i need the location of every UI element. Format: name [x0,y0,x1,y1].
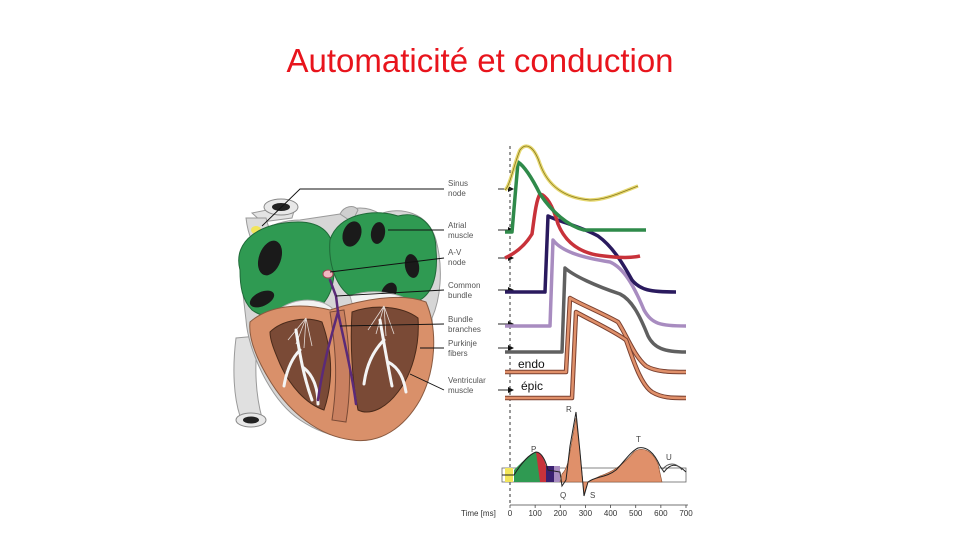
label-common-line2: bundle [448,291,473,300]
time-axis-label: Time [ms] [461,509,496,518]
label-purkinje-line2: fibers [448,349,468,358]
time-tick-label: 100 [528,509,542,518]
time-tick-label: 0 [508,509,513,518]
structure-labels: Sinus node Atrial muscle A-V node Common… [448,179,486,395]
time-tick-label: 200 [554,509,568,518]
trace-purkinje [505,266,687,354]
trace-atrial [505,160,646,234]
epic-label: épic [521,379,543,393]
ecg-u-label: U [666,453,672,462]
time-tick-label: 500 [629,509,643,518]
label-sinus-line2: node [448,189,466,198]
ecg-trace: P R Q S T U [501,405,687,500]
ecg-p-label: P [531,445,536,454]
time-tick-label: 700 [679,509,693,518]
label-av-line2: node [448,258,466,267]
label-atrial-line2: muscle [448,231,474,240]
trace-common [505,214,677,294]
label-ventricular-line2: muscle [448,386,474,395]
label-bundle-line1: Bundle [448,315,473,324]
trace-av [504,192,641,260]
leader-lines [261,188,508,391]
endo-label: endo [518,357,545,371]
label-av-line1: A-V [448,248,462,257]
label-sinus-line1: Sinus [448,179,468,188]
ecg-t-label: T [636,435,641,444]
time-tick-label: 400 [604,509,618,518]
time-tick-label: 600 [654,509,668,518]
trace-bundle [505,238,687,328]
label-bundle-line2: branches [448,325,481,334]
time-tick-label: 300 [579,509,593,518]
slide-title: Automaticité et conduction [286,42,674,79]
label-common-line1: Common [448,281,480,290]
ecg-s-label: S [590,491,595,500]
label-ventricular-line1: Ventricular [448,376,486,385]
action-potentials [503,144,687,401]
heart-illustration [233,198,441,442]
label-atrial-line1: Atrial [448,221,466,230]
trace-sinus [503,144,639,202]
ecg-q-label: Q [560,491,566,500]
time-axis: Time [ms] 0 100 200 300 400 500 600 700 [461,504,693,518]
av-node-spot [322,269,334,279]
label-purkinje-line1: Purkinje [448,339,477,348]
ecg-r-label: R [566,405,572,414]
